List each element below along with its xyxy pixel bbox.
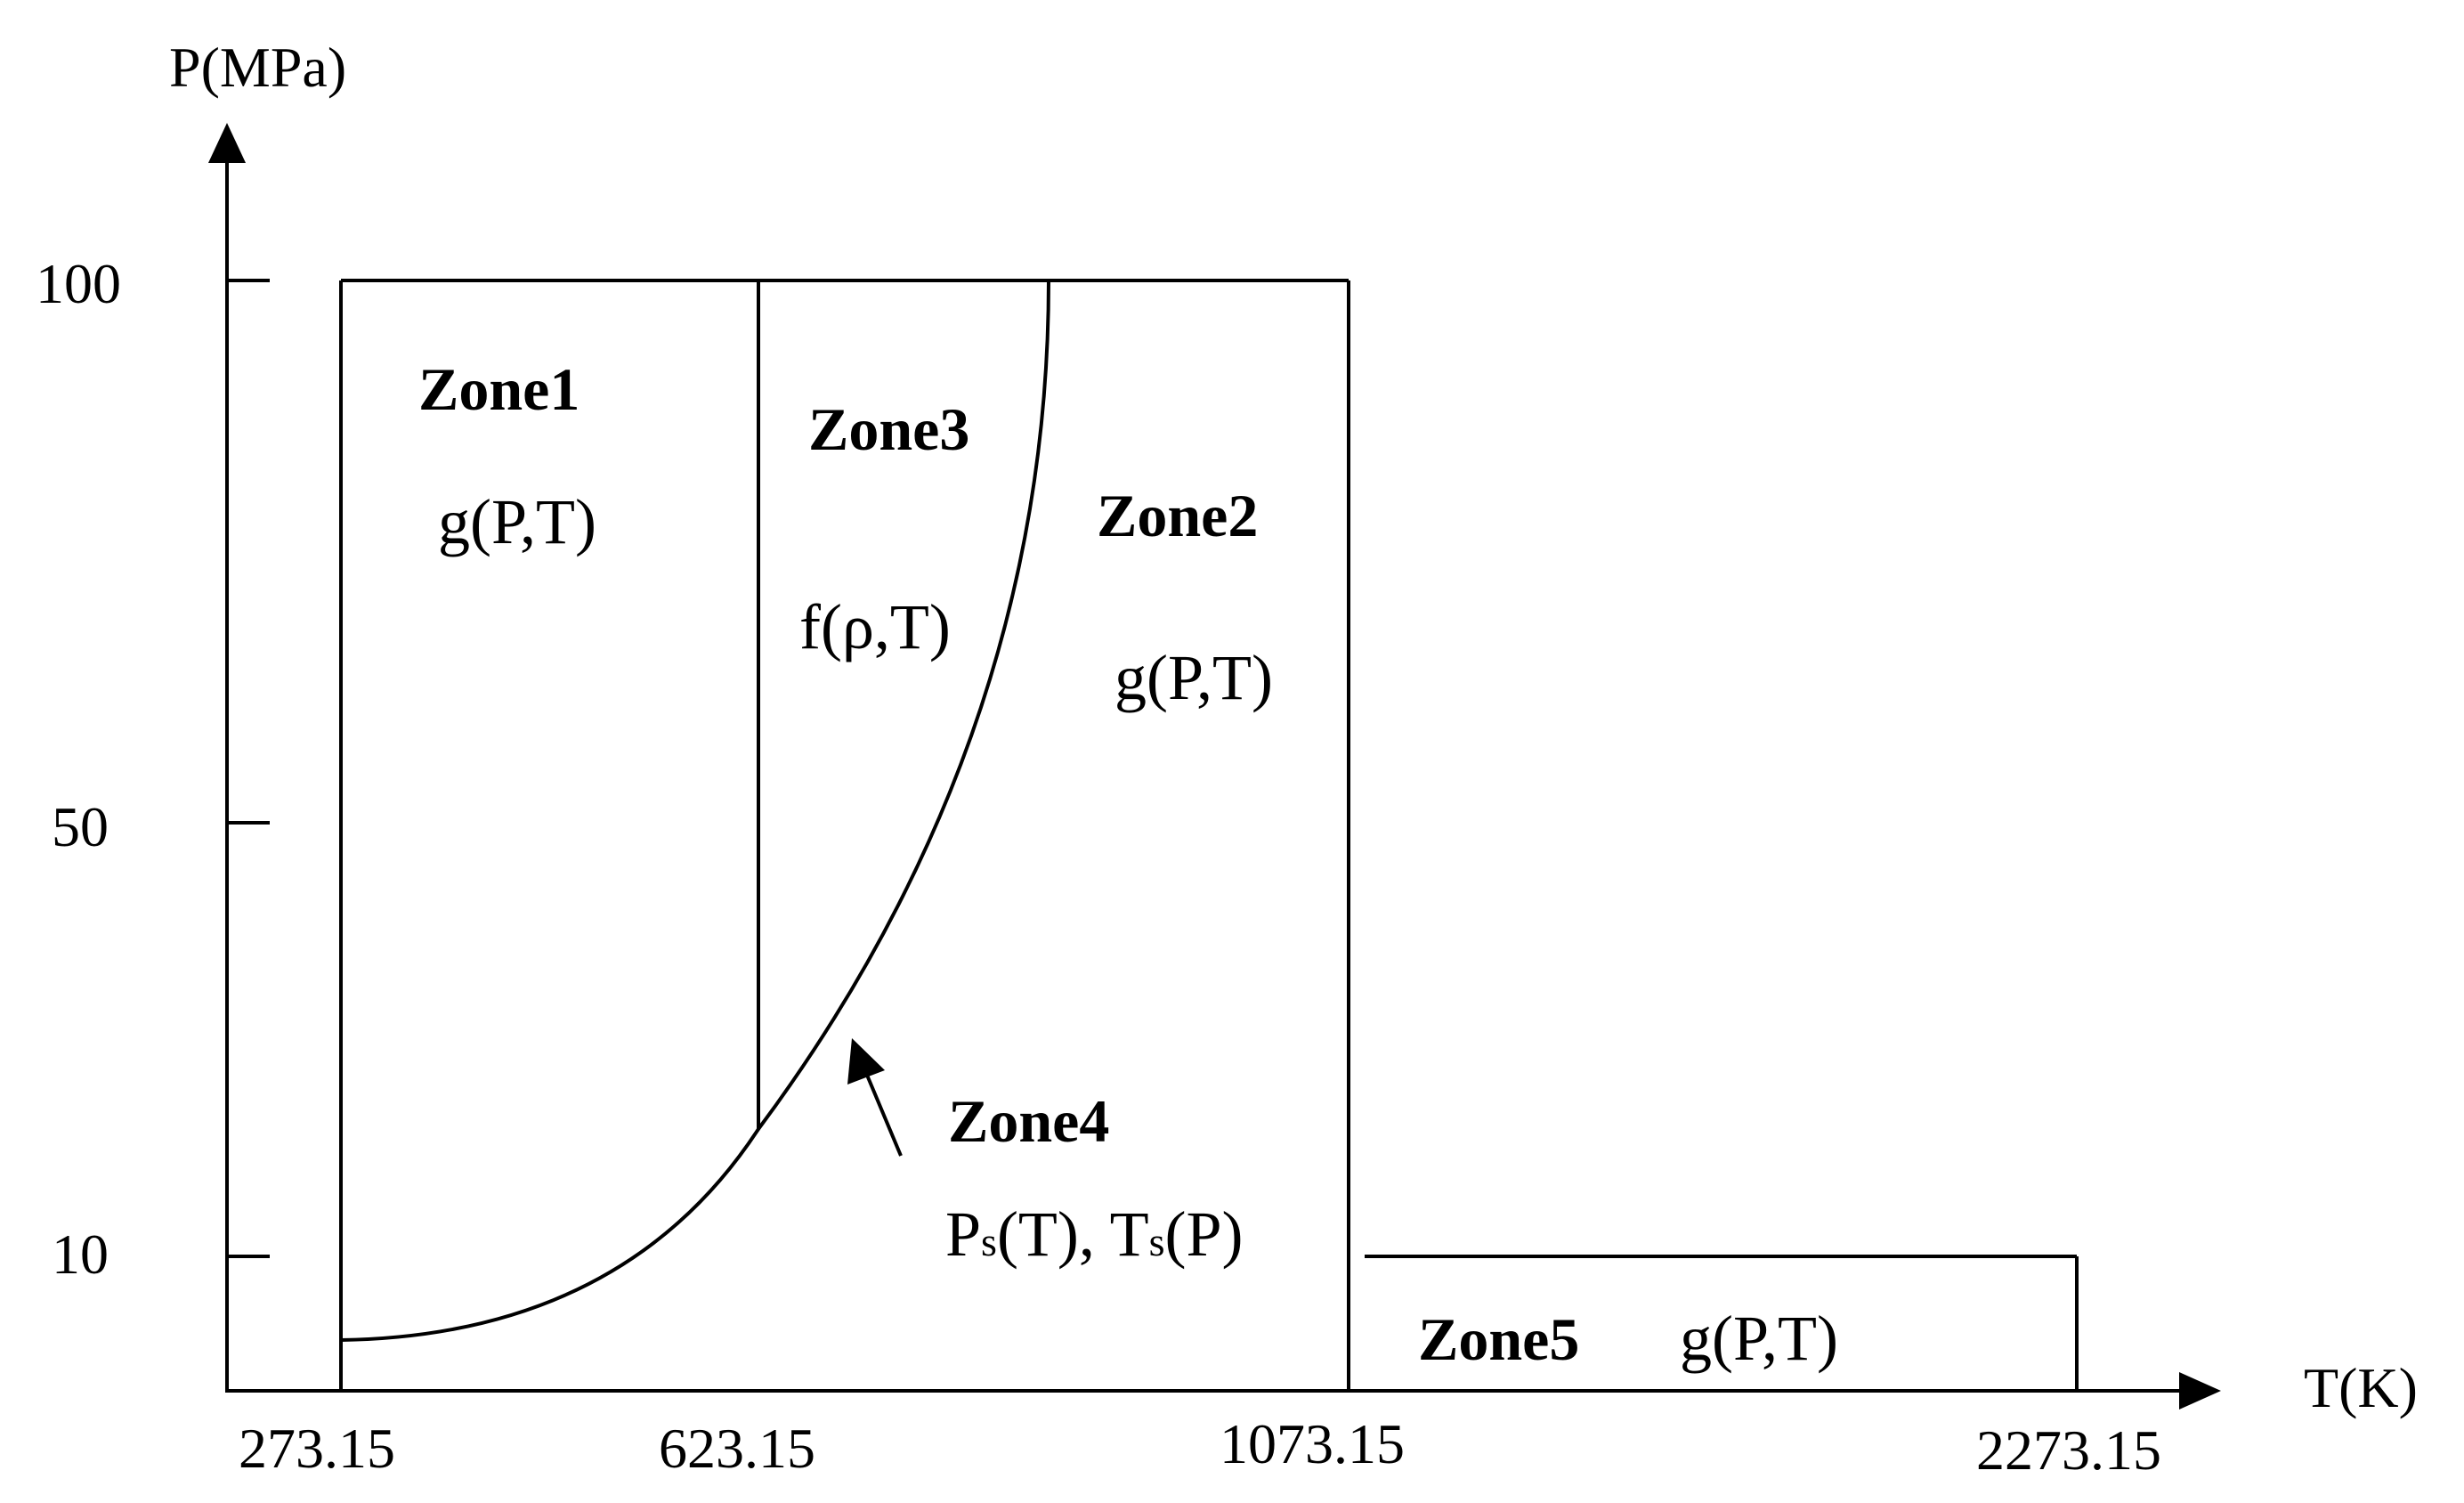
zone1-formula: g(P,T) [438,486,596,557]
y-tick-label-50: 50 [52,795,109,858]
x-axis-arrow [2179,1372,2221,1410]
zone4-ps: P [945,1198,981,1270]
zone4-pointer-line [864,1072,903,1157]
zone4-ts: T [1110,1198,1149,1270]
zone3-name: Zone3 [808,395,969,463]
zone4-ps-sub: s [981,1219,997,1264]
zone4-pointer-arrowhead [847,1038,885,1085]
zone5-name: Zone5 [1418,1305,1579,1373]
zone2-name: Zone2 [1097,482,1258,549]
y-axis-label: P(MPa) [169,36,346,99]
zone2-formula: g(P,T) [1114,642,1273,713]
y-tick-label-100: 100 [36,252,121,315]
zone4-ts-arg: (P) [1164,1198,1243,1270]
zone4-ps-arg: (T), [997,1198,1110,1270]
y-axis-arrow [208,123,246,163]
zone4-name: Zone4 [948,1087,1109,1155]
x-tick-label-273: 273.15 [239,1417,395,1480]
zone4-ts-sub: s [1149,1219,1165,1264]
zone1-name: Zone1 [418,355,580,423]
zone5-formula: g(P,T) [1680,1303,1838,1374]
x-tick-label-2273: 2273.15 [1976,1418,2161,1482]
x-tick-label-623: 623.15 [659,1417,815,1480]
zone3-formula: f(ρ,T) [799,591,951,662]
x-axis-label: T(K) [2304,1356,2418,1419]
zone4-formula: Ps(T), Ts(P) [945,1198,1243,1270]
saturation-curve [340,280,1050,1342]
y-tick-label-10: 10 [52,1223,109,1286]
x-tick-label-1073: 1073.15 [1220,1412,1405,1475]
